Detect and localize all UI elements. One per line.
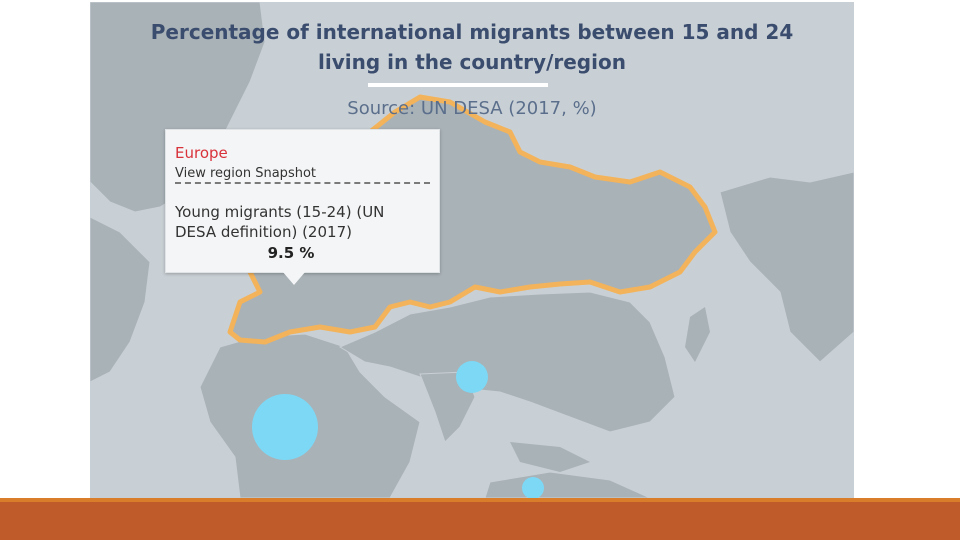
map-title-line2: living in the country/region [318,50,626,74]
japan[interactable] [685,307,710,362]
region-tooltip: Europe View region Snapshot Young migran… [165,129,440,273]
map-panel[interactable]: Percentage of international migrants bet… [90,2,854,498]
tooltip-indicator: Young migrants (15-24) (UN DESA definiti… [175,203,385,241]
tooltip-pointer [282,271,306,285]
north-america[interactable] [90,216,151,383]
tooltip-region-name: Europe [175,144,228,162]
tooltip-value: 9.5 % [267,244,315,262]
view-region-snapshot-link[interactable]: View region Snapshot [175,166,317,181]
australia[interactable] [484,471,651,498]
tooltip-separator [175,182,430,184]
map-source: Source: UN DESA (2017, %) [347,98,597,119]
bubble-south-asia[interactable] [456,361,488,393]
alaska[interactable] [719,171,854,363]
title-underline [368,83,548,87]
footer-accent-line [0,498,960,502]
bubble-africa-central[interactable] [252,394,318,460]
southeast-asia-islands[interactable] [510,442,590,472]
map-title-line1: Percentage of international migrants bet… [150,20,794,44]
footer-bar [0,498,960,540]
bubble-oceania[interactable] [522,477,544,498]
